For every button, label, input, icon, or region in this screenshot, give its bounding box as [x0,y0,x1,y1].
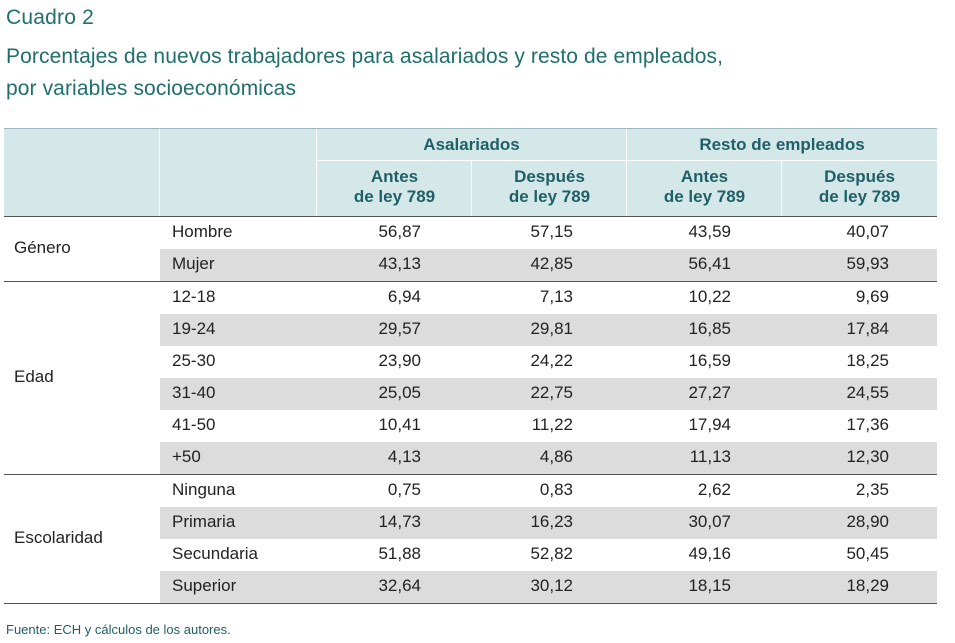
cell-resto-despues: 9,69 [855,287,889,306]
cell-resto-despues: 17,84 [846,319,889,338]
section-2: Escolaridad Ninguna 0,75 0,83 2,62 2,35 Primar… [4,474,937,603]
cell-resto-antes: 16,85 [688,319,731,338]
cell-asal-despues: 24,22 [530,351,573,370]
table-row: Ninguna 0,75 0,83 2,62 2,35 [160,475,937,507]
row-category: Superior [172,576,237,595]
cell-asal-despues: 52,82 [530,544,573,563]
cell-resto-antes: 56,41 [688,254,731,273]
row-category: Primaria [172,512,236,531]
row-category: Mujer [172,254,215,273]
cell-asal-despues: 22,75 [530,383,573,402]
header-sub-despues-resto: Después de ley 789 [818,167,901,206]
cell-resto-despues: 12,30 [846,447,889,466]
table-number: Cuadro 2 [6,6,94,29]
cell-resto-despues: 18,29 [846,576,889,595]
cell-asal-despues: 42,85 [530,254,573,273]
table-row: Secundaria 51,88 52,82 49,16 50,45 [160,539,937,571]
cell-asal-antes: 23,90 [378,351,421,370]
cell-resto-antes: 11,13 [689,447,731,466]
cell-asal-antes: 25,05 [378,383,421,402]
cell-resto-despues: 40,07 [846,222,889,241]
cell-resto-antes: 27,27 [688,383,731,402]
row-category: Hombre [172,222,233,241]
header-sub-antes-resto: Antes de ley 789 [663,167,746,206]
row-category: +50 [172,447,201,466]
cell-resto-despues: 17,36 [846,415,889,434]
header-sub-despues-asal: Después de ley 789 [508,167,591,206]
cell-asal-despues: 29,81 [530,319,573,338]
cell-asal-antes: 43,13 [378,254,421,273]
cell-asal-antes: 0,75 [387,480,421,499]
table-row: 31-40 25,05 22,75 27,27 24,55 [160,378,937,410]
section-label: Escolaridad [14,528,103,547]
cell-resto-despues: 24,55 [846,383,889,402]
title-line-2: por variables socioeconómicas [6,77,297,100]
table-row: Superior 32,64 30,12 18,15 18,29 [160,571,937,603]
table-header: Asalariados Resto de empleados Antes de l… [4,128,937,217]
cell-asal-despues: 30,12 [530,576,573,595]
section-label: Género [14,238,71,257]
cell-resto-antes: 30,07 [688,512,731,531]
section-1: Edad 12-18 6,94 7,13 10,22 9,69 19-24 29,57 29,8… [4,281,937,474]
cell-asal-despues: 7,13 [539,287,573,306]
cell-resto-despues: 18,25 [846,351,889,370]
cell-asal-antes: 29,57 [378,319,421,338]
cell-asal-despues: 57,15 [530,222,573,241]
table-row: 25-30 23,90 24,22 16,59 18,25 [160,346,937,378]
table-row: 12-18 6,94 7,13 10,22 9,69 [160,282,937,314]
table-row: +50 4,13 4,86 11,13 12,30 [160,442,937,474]
cell-resto-despues: 28,90 [846,512,889,531]
title-line-1: Porcentajes de nuevos trabajadores para … [6,45,724,68]
row-category: 41-50 [172,415,216,434]
cell-asal-despues: 11,22 [531,415,573,434]
cell-asal-antes: 4,13 [387,447,421,466]
cell-asal-antes: 14,73 [378,512,421,531]
cell-asal-despues: 4,86 [539,447,573,466]
data-table: Asalariados Resto de empleados Antes de l… [4,128,937,604]
cell-resto-antes: 10,22 [688,287,731,306]
cell-asal-antes: 32,64 [378,576,421,595]
header-group-asalariados: Asalariados [423,135,520,154]
table-row: 41-50 10,41 11,22 17,94 17,36 [160,410,937,442]
cell-resto-antes: 17,94 [688,415,731,434]
row-category: 19-24 [172,319,216,338]
table-row: Mujer 43,13 42,85 56,41 59,93 [160,249,937,281]
cell-resto-despues: 2,35 [855,480,889,499]
cell-resto-antes: 18,15 [688,576,731,595]
row-category: Secundaria [172,544,259,563]
header-sub-antes-asal: Antes de ley 789 [353,167,436,206]
cell-resto-antes: 16,59 [688,351,731,370]
table-row: 19-24 29,57 29,81 16,85 17,84 [160,314,937,346]
cell-resto-antes: 2,62 [697,480,731,499]
table-row: Primaria 14,73 16,23 30,07 28,90 [160,507,937,539]
row-category: 12-18 [172,287,216,306]
section-label: Edad [14,367,54,386]
cell-asal-antes: 6,94 [387,287,421,306]
cell-asal-antes: 56,87 [378,222,421,241]
cell-asal-despues: 0,83 [539,480,573,499]
cell-resto-antes: 49,16 [688,544,731,563]
table-title: Porcentajes de nuevos trabajadores para … [6,41,906,105]
source-note: Fuente: ECH y cálculos de los autores. [6,622,231,637]
cell-resto-despues: 59,93 [846,254,889,273]
cell-asal-antes: 51,88 [378,544,421,563]
cell-asal-despues: 16,23 [530,512,573,531]
row-category: Ninguna [172,480,236,499]
cell-asal-antes: 10,41 [378,415,421,434]
header-group-resto: Resto de empleados [699,135,865,154]
cell-resto-despues: 50,45 [846,544,889,563]
cell-resto-antes: 43,59 [688,222,731,241]
table-row: Hombre 56,87 57,15 43,59 40,07 [160,217,937,249]
row-category: 25-30 [172,351,216,370]
row-category: 31-40 [172,383,216,402]
section-0: Género Hombre 56,87 57,15 43,59 40,07 Mujer 43,… [4,216,937,281]
